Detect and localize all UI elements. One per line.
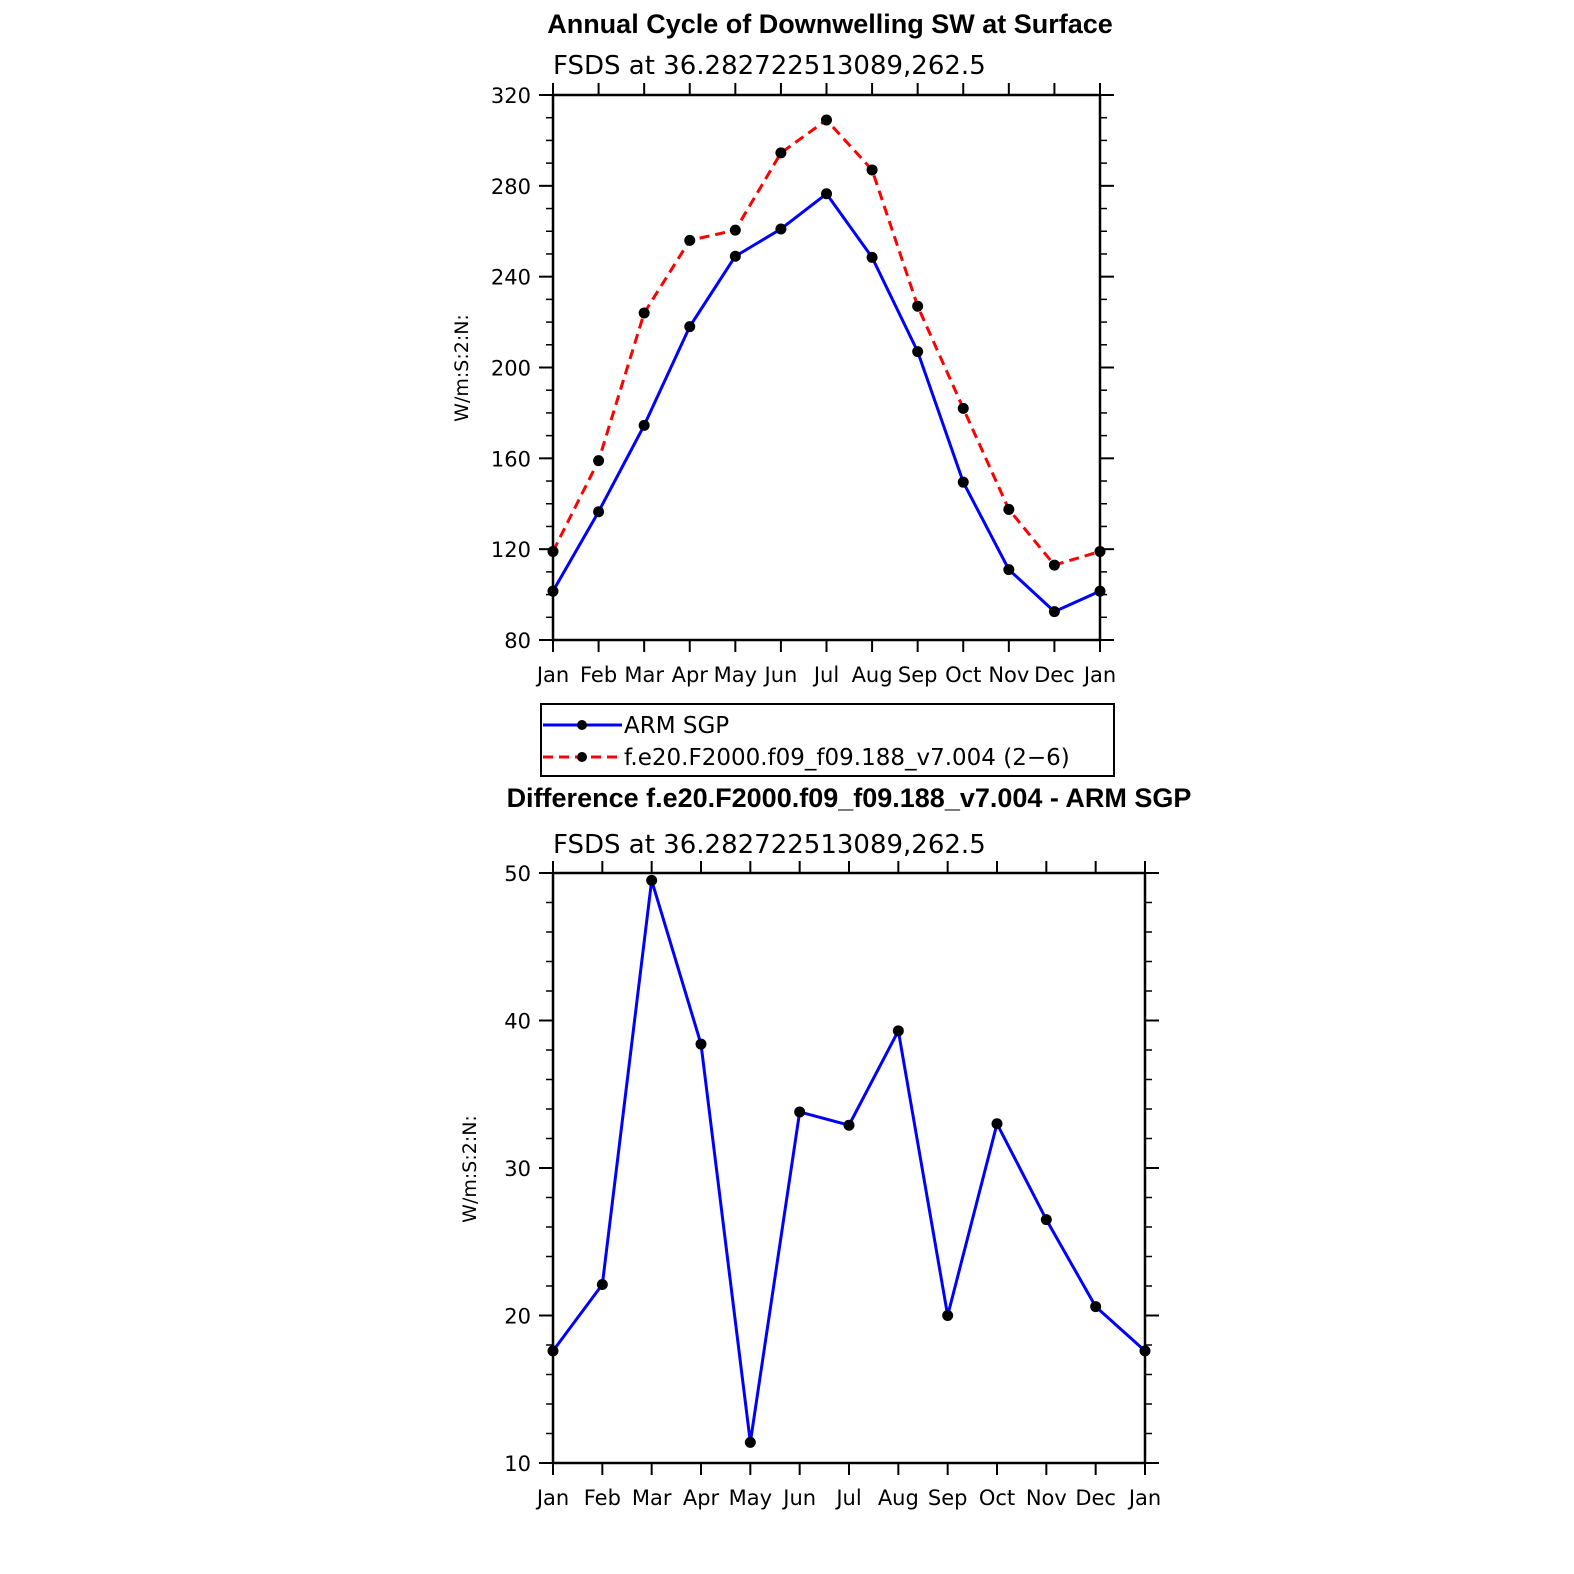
chart-title: Annual Cycle of Downwelling SW at Surfac… [547, 9, 1113, 39]
series-line-0 [551, 878, 1147, 1444]
y-tick-label: 80 [504, 629, 531, 653]
data-point-1 [684, 234, 696, 246]
legend-label-model: f.e20.F2000.f09_f09.188_v7.004 (2−6) [624, 745, 1070, 771]
data-point-1 [547, 545, 559, 557]
data-point-0 [957, 476, 969, 488]
x-tick-label: Nov [1026, 1486, 1067, 1510]
x-tick-label: Jan [535, 1486, 569, 1510]
data-point-0 [744, 1436, 756, 1448]
chart-title: Difference f.e20.F2000.f09_f09.188_v7.00… [507, 783, 1192, 813]
data-point-0 [695, 1038, 707, 1050]
y-tick-label: 30 [504, 1157, 531, 1181]
series-line-1 [551, 118, 1101, 567]
data-point-0 [1003, 564, 1015, 576]
x-tick-label: May [729, 1486, 772, 1510]
plot-frame [551, 93, 1102, 642]
chart-subtitle: FSDS at 36.282722513089,262.5 [553, 830, 986, 860]
data-point-0 [593, 506, 605, 518]
data-point-0 [547, 1345, 559, 1357]
legend-marker-arm-sgp [577, 720, 587, 730]
data-point-1 [912, 300, 924, 312]
x-tick-label: Jan [1127, 1486, 1161, 1510]
x-tick-label: Aug [878, 1486, 919, 1510]
data-point-0 [1094, 585, 1106, 597]
series-line-0 [551, 192, 1101, 614]
y-tick-label: 20 [504, 1305, 531, 1329]
legend-box [540, 703, 1115, 777]
y-tick-label: 50 [504, 862, 531, 886]
y-tick-label: 240 [491, 266, 531, 290]
data-point-0 [991, 1118, 1003, 1130]
data-point-0 [547, 585, 559, 597]
y-tick-label: 320 [491, 84, 531, 108]
x-tick-label: Dec [1034, 663, 1075, 687]
data-point-0 [912, 346, 924, 358]
data-point-0 [775, 223, 787, 235]
data-point-1 [1003, 503, 1015, 515]
data-point-0 [942, 1310, 954, 1321]
x-tick-label: Oct [979, 1486, 1015, 1510]
annual-cycle-chart: Annual Cycle of Downwelling SW at Surfac… [451, 9, 1116, 777]
x-tick-label: Mar [624, 663, 664, 687]
data-point-0 [794, 1106, 806, 1118]
legend: ARM SGP f.e20.F2000.f09_f09.188_v7.004 (… [540, 703, 1115, 777]
x-tick-label: Jul [812, 663, 839, 687]
data-point-0 [1048, 606, 1060, 618]
data-point-0 [1090, 1301, 1102, 1313]
chart-subtitle: FSDS at 36.282722513089,262.5 [553, 51, 986, 81]
data-point-1 [729, 224, 741, 236]
x-tick-label: Sep [928, 1486, 968, 1510]
legend-marker-model [577, 752, 587, 762]
x-tick-label: Jan [1082, 663, 1116, 687]
x-tick-label: Feb [584, 1486, 621, 1510]
data-point-0 [684, 321, 696, 333]
data-point-0 [1040, 1214, 1052, 1226]
data-point-0 [866, 251, 878, 263]
data-point-1 [957, 402, 969, 414]
y-axis-label: W/m:S:2:N: [451, 314, 473, 422]
data-point-1 [1048, 559, 1060, 571]
x-tick-label: Apr [672, 663, 709, 687]
y-tick-label: 200 [491, 357, 531, 381]
data-point-1 [638, 307, 650, 319]
y-tick-label: 120 [491, 538, 531, 562]
data-point-0 [646, 874, 658, 886]
data-point-0 [638, 419, 650, 431]
data-point-0 [821, 188, 832, 200]
y-tick-label: 280 [491, 175, 531, 199]
y-tick-label: 40 [504, 1010, 531, 1034]
x-tick-label: Dec [1075, 1486, 1116, 1510]
x-tick-label: Feb [580, 663, 617, 687]
x-tick-label: Mar [632, 1486, 672, 1510]
x-tick-label: Jan [535, 663, 569, 687]
x-tick-label: Apr [683, 1486, 720, 1510]
x-tick-label: Oct [945, 663, 981, 687]
data-point-1 [866, 164, 878, 176]
data-point-1 [821, 114, 832, 126]
data-point-1 [1094, 545, 1106, 557]
x-tick-label: Jul [834, 1486, 861, 1510]
x-tick-label: Jun [781, 1486, 816, 1510]
x-tick-label: Nov [988, 663, 1029, 687]
x-tick-label: May [714, 663, 757, 687]
x-tick-label: Jun [763, 663, 798, 687]
data-point-1 [775, 147, 787, 159]
y-axis-label: W/m:S:2:N: [459, 1115, 481, 1223]
x-tick-label: Sep [898, 663, 938, 687]
data-point-0 [843, 1119, 855, 1131]
data-point-1 [593, 455, 605, 467]
difference-chart: Difference f.e20.F2000.f09_f09.188_v7.00… [459, 783, 1191, 1510]
data-point-0 [596, 1279, 608, 1291]
y-tick-label: 160 [491, 447, 531, 471]
x-tick-label: Aug [852, 663, 893, 687]
data-point-0 [1139, 1345, 1151, 1357]
data-point-0 [729, 250, 741, 262]
data-point-0 [892, 1025, 904, 1037]
y-tick-label: 10 [504, 1452, 531, 1476]
legend-label-arm-sgp: ARM SGP [624, 713, 729, 739]
